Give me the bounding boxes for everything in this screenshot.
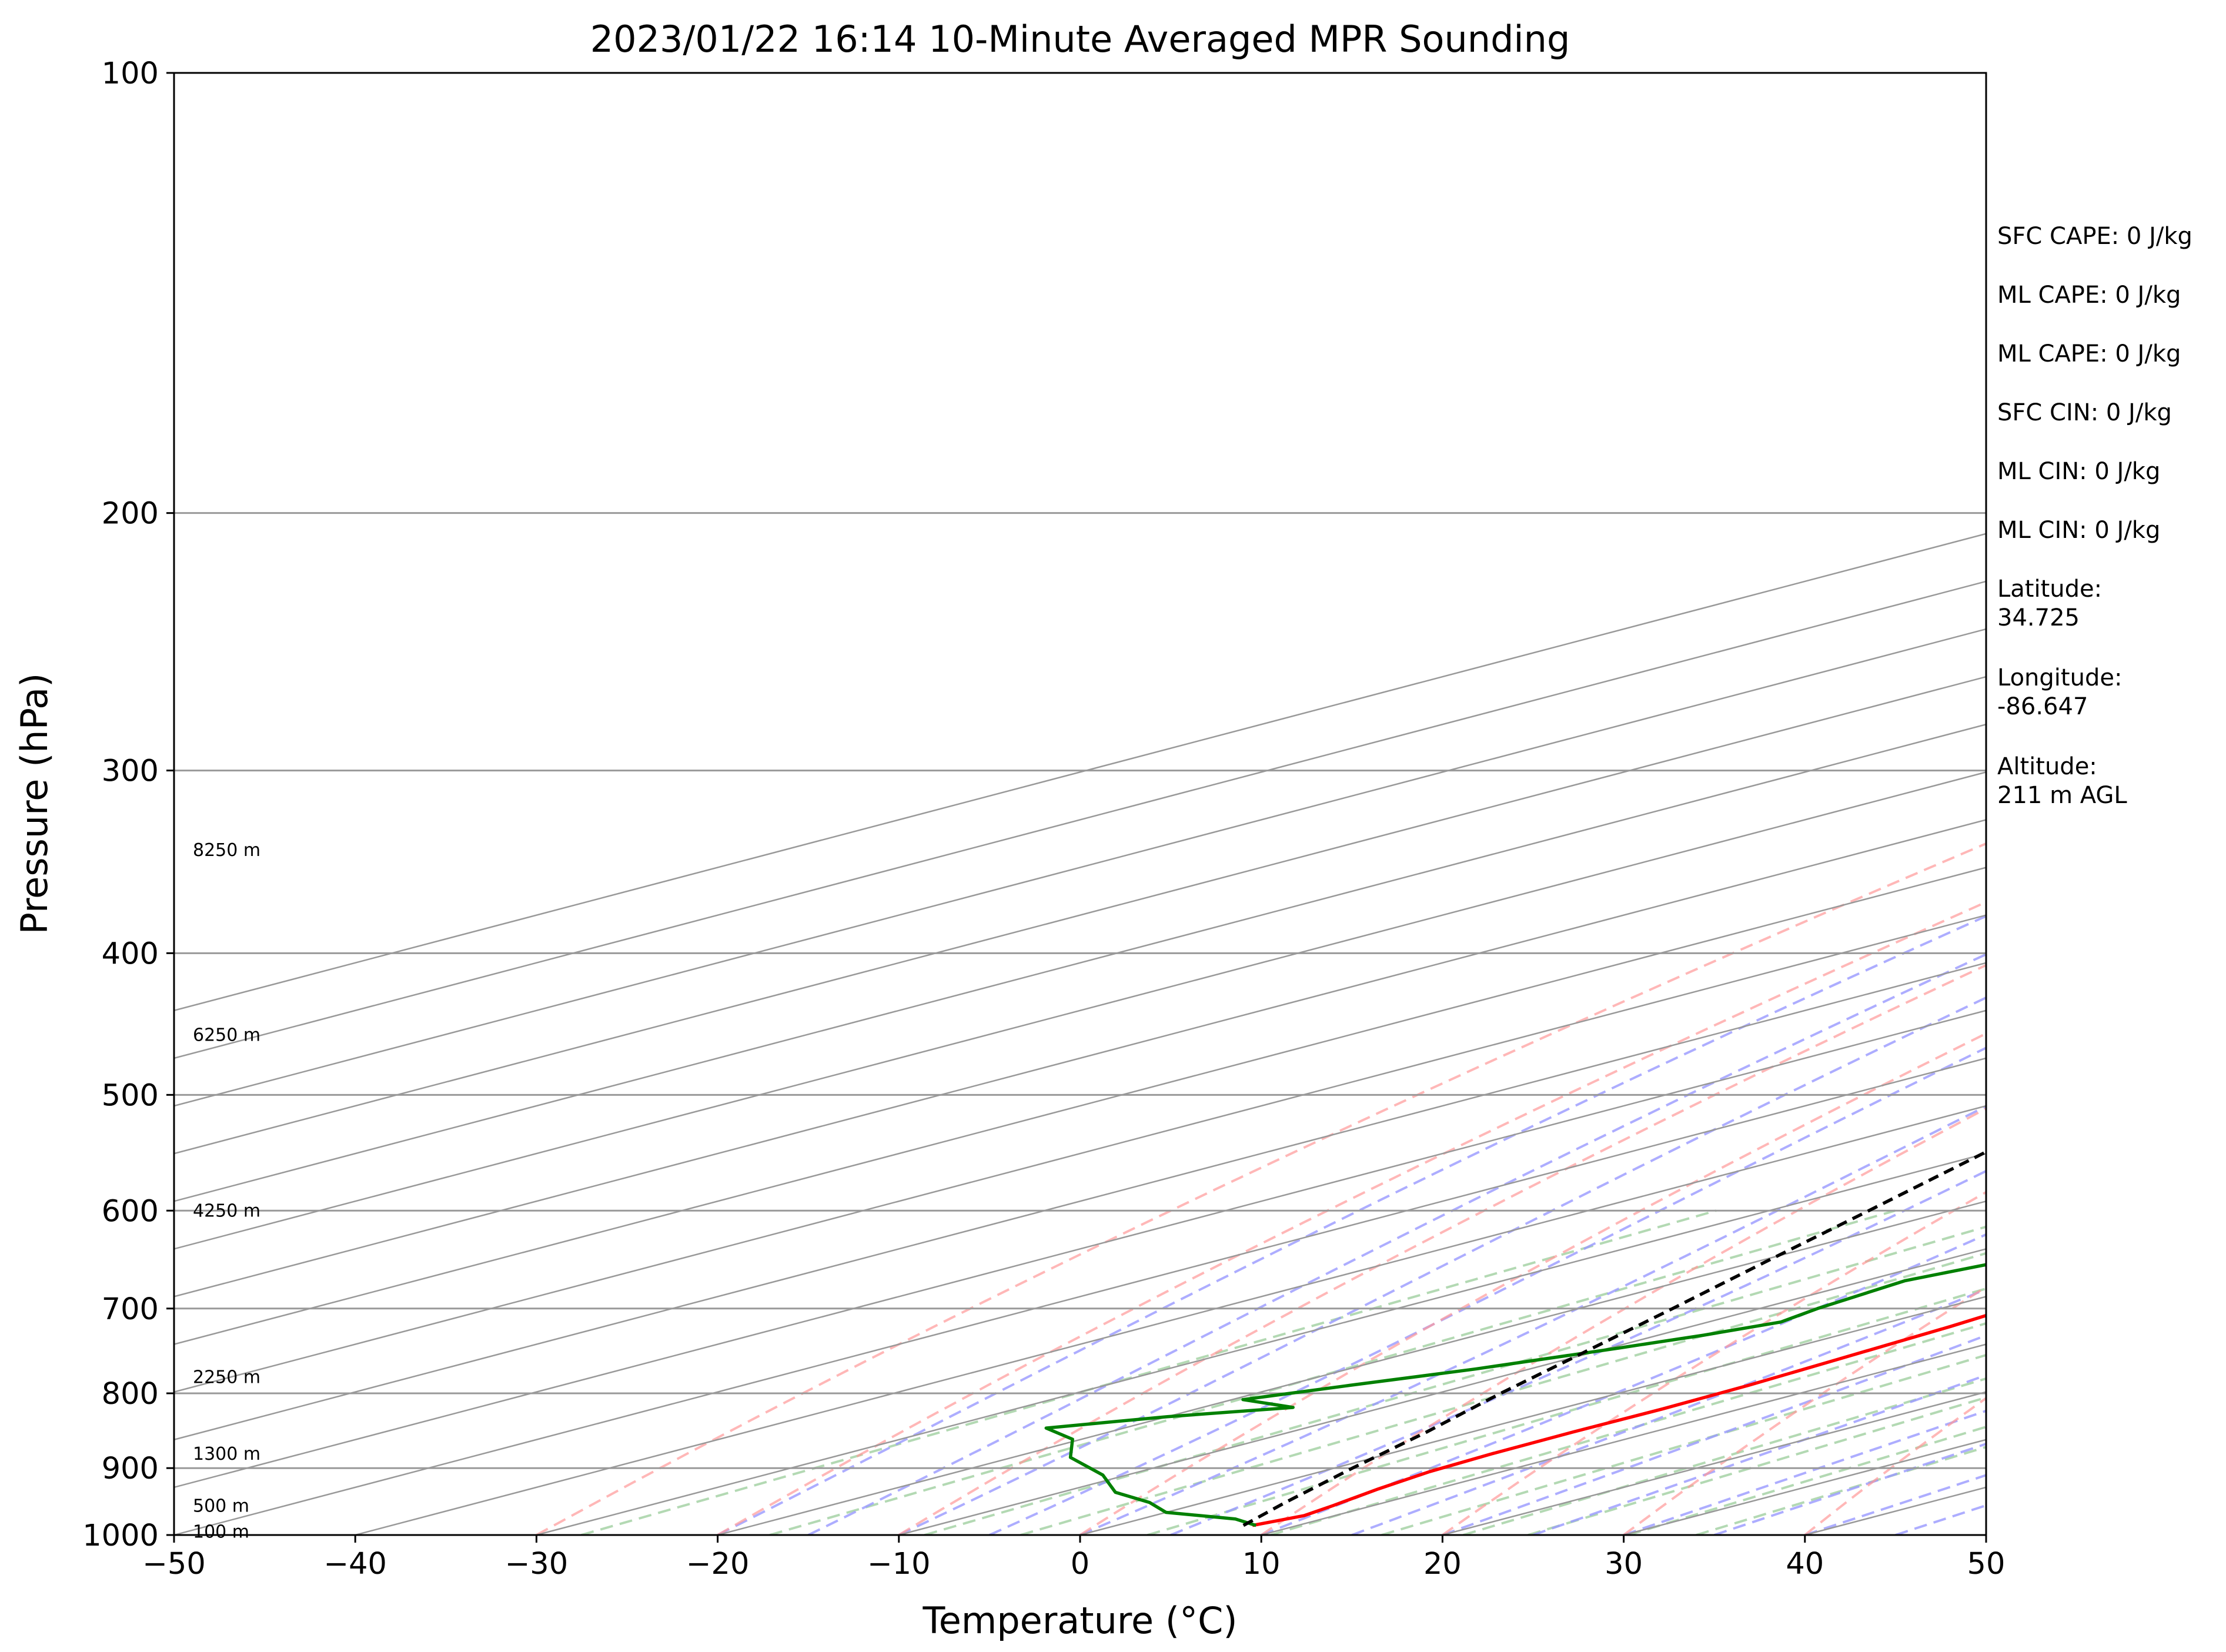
dewpoint-line [1044, 1263, 1986, 1527]
height-label: 2250 m [193, 1367, 260, 1388]
mixing-ratio-line [1696, 1446, 1986, 1535]
y-tick-label: 800 [102, 1377, 159, 1412]
moist-adiabat-line [1442, 1334, 1986, 1535]
info-text: ML CIN: 0 J/kg [1997, 458, 2160, 485]
temperature-line [1252, 1313, 1986, 1527]
info-text: Altitude: [1997, 753, 2097, 780]
moist-adiabat-line [898, 996, 1986, 1535]
chart-title: 2023/01/22 16:14 10-Minute Averaged MPR … [590, 18, 1570, 61]
y-tick-label: 200 [102, 497, 159, 531]
y-tick-label: 900 [102, 1452, 159, 1486]
height-labels: 8250 m 6250 m 4250 m 2250 m 1300 m 500 m 100 m [193, 840, 260, 1543]
x-tick-label: 50 [1967, 1547, 2006, 1581]
height-label: 6250 m [193, 1025, 260, 1045]
height-label: 4250 m [193, 1200, 260, 1221]
info-text: Longitude: [1997, 664, 2122, 691]
y-axis-ticks: 100 200 300 400 500 600 700 800 900 1000 [82, 56, 174, 1553]
x-tick-label: −20 [686, 1547, 750, 1581]
x-tick-label: 0 [1071, 1547, 1089, 1581]
isotherms [174, 533, 1986, 1535]
y-tick-label: 300 [102, 754, 159, 789]
info-text: 34.725 [1997, 604, 2080, 631]
isotherm-line [174, 1009, 1986, 1489]
x-tick-label: 10 [1242, 1547, 1281, 1581]
isotherm-line [355, 1105, 1986, 1535]
isotherm-line [174, 675, 1986, 1155]
isotherm-line [174, 628, 1986, 1107]
isotherm-line [174, 819, 1986, 1297]
isotherm-line [717, 1200, 1986, 1535]
dry-adiabat-line [1261, 1107, 1986, 1535]
x-tick-label: 20 [1423, 1547, 1462, 1581]
y-axis-label: Pressure (hPa) [13, 673, 56, 935]
x-tick-label: 30 [1605, 1547, 1643, 1581]
isotherm-line [174, 914, 1986, 1393]
dry-adiabat-line [1079, 1032, 1986, 1535]
height-label: 1300 m [193, 1444, 260, 1464]
x-tick-label: −40 [323, 1547, 387, 1581]
mixing-ratio-line [1627, 1425, 1986, 1535]
moist-adiabat-line [1532, 1373, 1986, 1535]
sounding-info-panel: SFC CAPE: 0 J/kg ML CAPE: 0 J/kg ML CAPE: … [1997, 223, 2192, 809]
info-text: SFC CAPE: 0 J/kg [1997, 223, 2192, 250]
isotherm-line [174, 580, 1986, 1059]
height-label: 100 m [193, 1522, 249, 1543]
dry-adiabat-line [1804, 1396, 1986, 1535]
info-text: ML CAPE: 0 J/kg [1997, 282, 2181, 309]
y-tick-label: 1000 [82, 1519, 159, 1553]
y-tick-label: 500 [102, 1078, 159, 1113]
info-text: SFC CIN: 0 J/kg [1997, 399, 2172, 426]
moist-adiabat-line [1351, 1288, 1986, 1535]
info-text: Latitude: [1997, 576, 2102, 603]
moist-adiabat-line [1079, 1105, 1986, 1535]
moist-adiabat-line [717, 915, 1986, 1535]
info-text: -86.647 [1997, 693, 2088, 720]
x-tick-label: 40 [1786, 1547, 1824, 1581]
y-tick-label: 400 [102, 937, 159, 971]
x-tick-label: −30 [505, 1547, 569, 1581]
isotherm-line [898, 1248, 1986, 1535]
isotherm-line [174, 962, 1986, 1441]
y-tick-label: 600 [102, 1194, 159, 1229]
isotherm-line [174, 533, 1986, 1012]
isotherm-line [536, 1152, 1986, 1535]
dry-adiabats [536, 842, 1986, 1535]
info-text: 211 m AGL [1997, 782, 2127, 809]
isotherm-line [174, 1057, 1986, 1535]
isotherm-line [174, 867, 1986, 1345]
isotherm-line [174, 771, 1986, 1250]
x-axis-ticks: −50 −40 −30 −20 −10 0 10 20 30 40 50 [142, 1535, 2005, 1581]
isobars [174, 512, 1986, 1469]
dry-adiabat-line [536, 842, 1986, 1535]
x-tick-label: −10 [867, 1547, 931, 1581]
dry-adiabat-line [1442, 1190, 1986, 1535]
plot-area [174, 512, 1986, 1535]
x-tick-label: −50 [142, 1547, 206, 1581]
info-text: ML CIN: 0 J/kg [1997, 517, 2160, 544]
moist-adiabat-line [1170, 1169, 1986, 1535]
x-axis-label: Temperature (°C) [922, 1599, 1237, 1642]
isotherm-line [174, 723, 1986, 1202]
dry-adiabat-line [898, 964, 1986, 1535]
height-label: 500 m [193, 1496, 249, 1516]
y-tick-label: 100 [102, 56, 159, 91]
dry-adiabat-line [717, 901, 1986, 1535]
mixing-ratio-line [1528, 1396, 1986, 1535]
y-tick-label: 700 [102, 1292, 159, 1327]
info-text: ML CAPE: 0 J/kg [1997, 340, 2181, 367]
sounding-series [1044, 1150, 1986, 1527]
height-label: 8250 m [193, 840, 260, 861]
